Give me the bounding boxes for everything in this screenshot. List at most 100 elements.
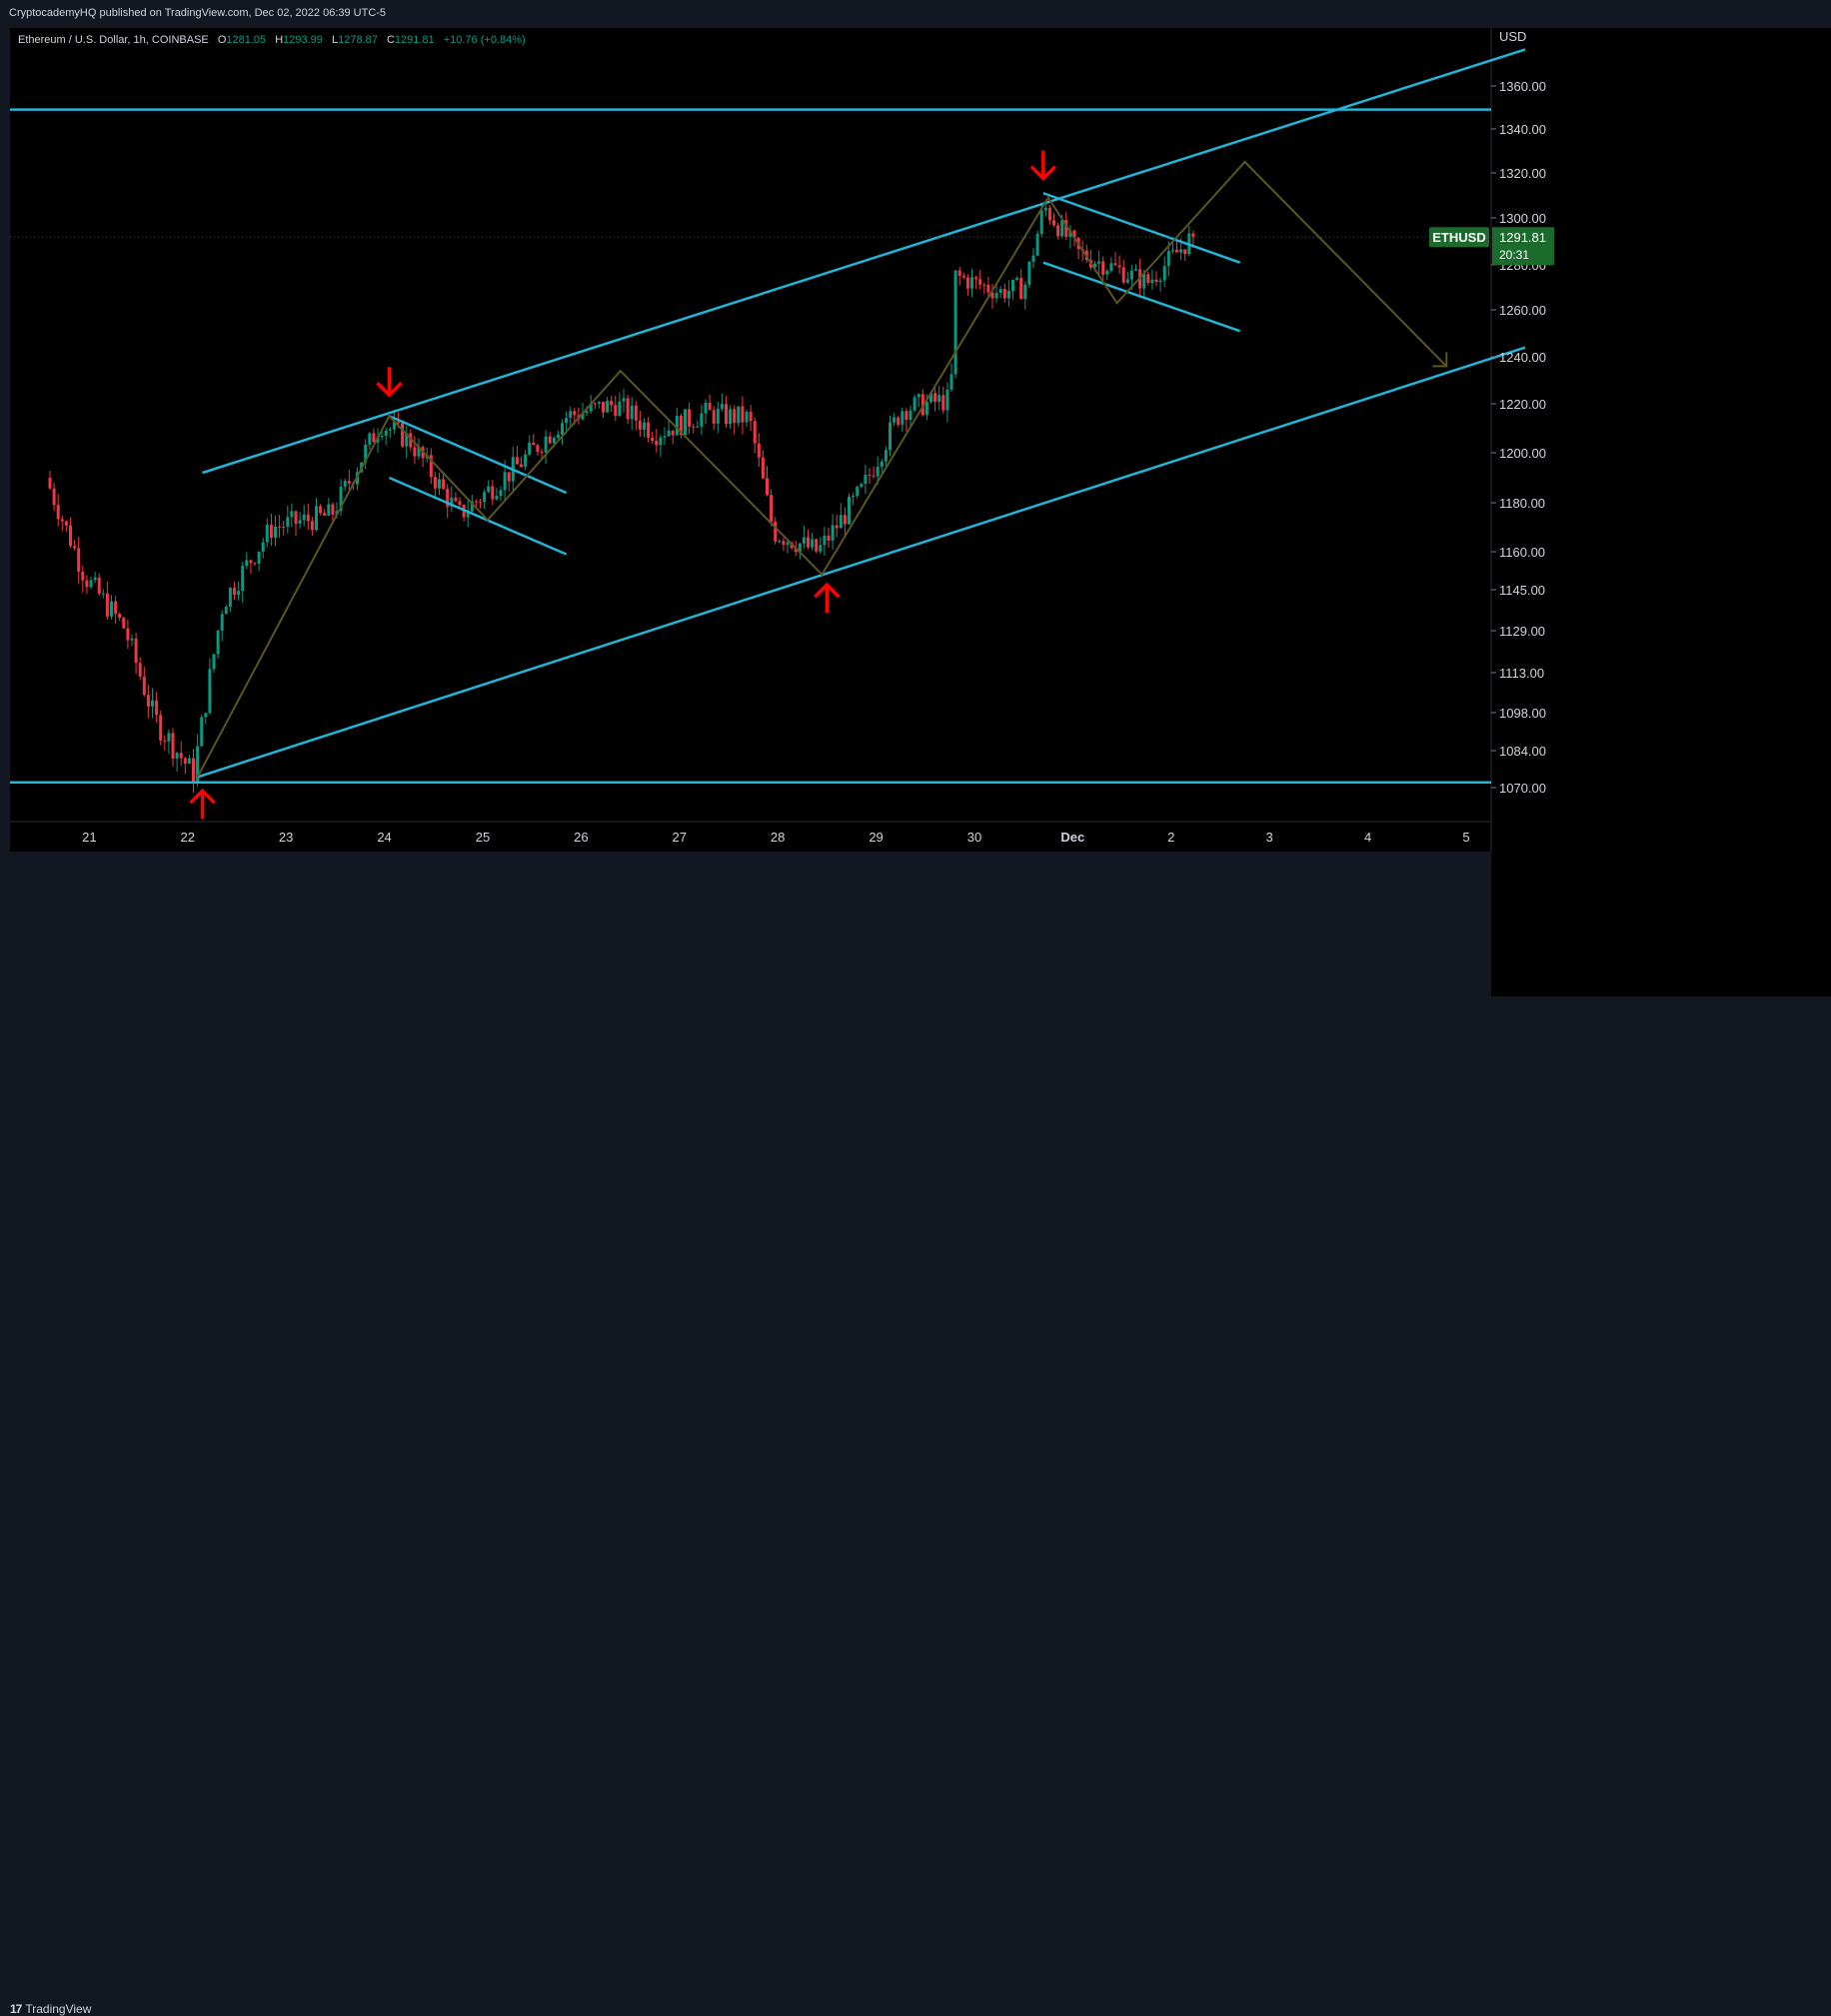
candle-body bbox=[961, 275, 965, 278]
candle-body bbox=[688, 409, 692, 427]
time-tick-label: 23 bbox=[279, 830, 293, 845]
candle-body bbox=[175, 753, 179, 759]
candle-body bbox=[331, 504, 335, 515]
candle-body bbox=[146, 695, 150, 707]
currency-label: USD bbox=[1499, 29, 1526, 44]
chart-area[interactable]: USD 1360.00 1340.00 1320.00 1300.00 1280.00 1… bbox=[10, 28, 1831, 997]
candle-body bbox=[957, 270, 961, 276]
candle-body bbox=[1175, 249, 1178, 253]
time-tick-label: 21 bbox=[82, 830, 96, 845]
candle-body bbox=[1150, 279, 1154, 284]
candle-body bbox=[802, 537, 806, 544]
candle-body bbox=[823, 535, 827, 546]
candle-body bbox=[507, 472, 511, 482]
time-tick-label: 26 bbox=[574, 830, 588, 845]
candle-body bbox=[659, 437, 663, 446]
candle-body bbox=[831, 525, 835, 541]
candle-body bbox=[815, 539, 819, 552]
symbol-tag-label: ETHUSD bbox=[1432, 230, 1485, 245]
candle-body bbox=[893, 417, 897, 423]
candle-body bbox=[1056, 225, 1060, 237]
candle-body bbox=[1093, 263, 1096, 268]
candle-body bbox=[171, 733, 175, 759]
candle-body bbox=[278, 526, 282, 528]
legend-close-label: C bbox=[386, 34, 395, 46]
candle-body bbox=[953, 270, 957, 375]
candle-body bbox=[380, 436, 384, 438]
time-tick-label: 27 bbox=[673, 830, 687, 845]
candle-body bbox=[1072, 230, 1076, 238]
legend-high-label: H bbox=[275, 34, 284, 46]
price-tick-label: 1180.00 bbox=[1499, 496, 1545, 511]
price-tick-label: 1340.00 bbox=[1499, 122, 1546, 137]
candle-body bbox=[675, 415, 679, 436]
candle-body bbox=[155, 700, 159, 716]
candle-body bbox=[704, 402, 708, 414]
candle-body bbox=[515, 457, 519, 465]
candle-body bbox=[876, 467, 880, 477]
candle-body bbox=[130, 638, 134, 641]
time-tick-label: 3 bbox=[1266, 830, 1273, 845]
candle-body bbox=[134, 638, 138, 664]
candle-body bbox=[1023, 284, 1027, 300]
price-chart[interactable]: USD 1360.001340.001320.001300.001280.001… bbox=[10, 28, 1831, 997]
candle-body bbox=[302, 514, 306, 521]
candle-body bbox=[220, 614, 224, 631]
candle-body bbox=[749, 412, 753, 422]
candle-body bbox=[499, 490, 503, 496]
candle-body bbox=[933, 393, 937, 403]
legend-symbol: Ethereum / U.S. Dollar, 1h, COINBASE bbox=[18, 34, 209, 46]
candle-body bbox=[1154, 279, 1158, 283]
candle-body bbox=[864, 474, 868, 485]
candle-body bbox=[179, 753, 183, 759]
candle-body bbox=[442, 479, 446, 489]
price-tick-label: 1260.00 bbox=[1499, 303, 1546, 318]
candle-body bbox=[48, 478, 52, 489]
candle-body bbox=[347, 481, 351, 484]
candle-body bbox=[487, 486, 491, 493]
candle-body bbox=[105, 593, 109, 617]
candle-body bbox=[753, 421, 757, 444]
price-tick-label: 1220.00 bbox=[1499, 397, 1546, 412]
legend-open-label: O bbox=[217, 34, 227, 46]
projection-arrowhead bbox=[1432, 352, 1448, 368]
price-tick-label: 1160.00 bbox=[1499, 545, 1545, 560]
candle-body bbox=[495, 495, 499, 500]
sell-signal-arrow bbox=[1029, 150, 1057, 182]
buy-signal-arrow bbox=[189, 788, 216, 820]
candle-body bbox=[212, 654, 216, 670]
candle-body bbox=[73, 546, 77, 549]
candle-body bbox=[241, 566, 245, 592]
candle-body bbox=[692, 426, 696, 428]
candle-body bbox=[1105, 270, 1109, 275]
candle-body bbox=[720, 404, 724, 409]
candle-body bbox=[860, 484, 864, 487]
candle-body bbox=[614, 405, 618, 417]
candle-body bbox=[671, 430, 675, 436]
candle-body bbox=[1068, 230, 1072, 238]
candle-body bbox=[889, 422, 892, 451]
candle-body bbox=[696, 426, 700, 428]
candle-body bbox=[1166, 251, 1170, 267]
candle-body bbox=[994, 293, 998, 299]
candle-body bbox=[770, 495, 774, 522]
candle-body bbox=[978, 279, 982, 285]
candle-body bbox=[503, 472, 507, 491]
candle-body bbox=[97, 577, 101, 595]
candle-body bbox=[85, 580, 89, 588]
candle-body bbox=[897, 417, 901, 425]
candle-body bbox=[77, 548, 81, 572]
candle-body bbox=[368, 433, 372, 445]
candle-body bbox=[216, 630, 220, 655]
candle-body bbox=[884, 450, 888, 462]
candle-body bbox=[655, 440, 659, 446]
legend-low-value: 1278.87 bbox=[338, 34, 378, 46]
candle-body bbox=[998, 289, 1002, 294]
candle-body bbox=[433, 477, 437, 489]
candle-body bbox=[138, 663, 142, 677]
candle-body bbox=[626, 398, 630, 420]
candle-body bbox=[684, 409, 687, 436]
candle-body bbox=[413, 447, 417, 457]
candle-body bbox=[1179, 249, 1183, 253]
tradingview-logo[interactable]: 17 TradingView bbox=[10, 2002, 91, 2016]
